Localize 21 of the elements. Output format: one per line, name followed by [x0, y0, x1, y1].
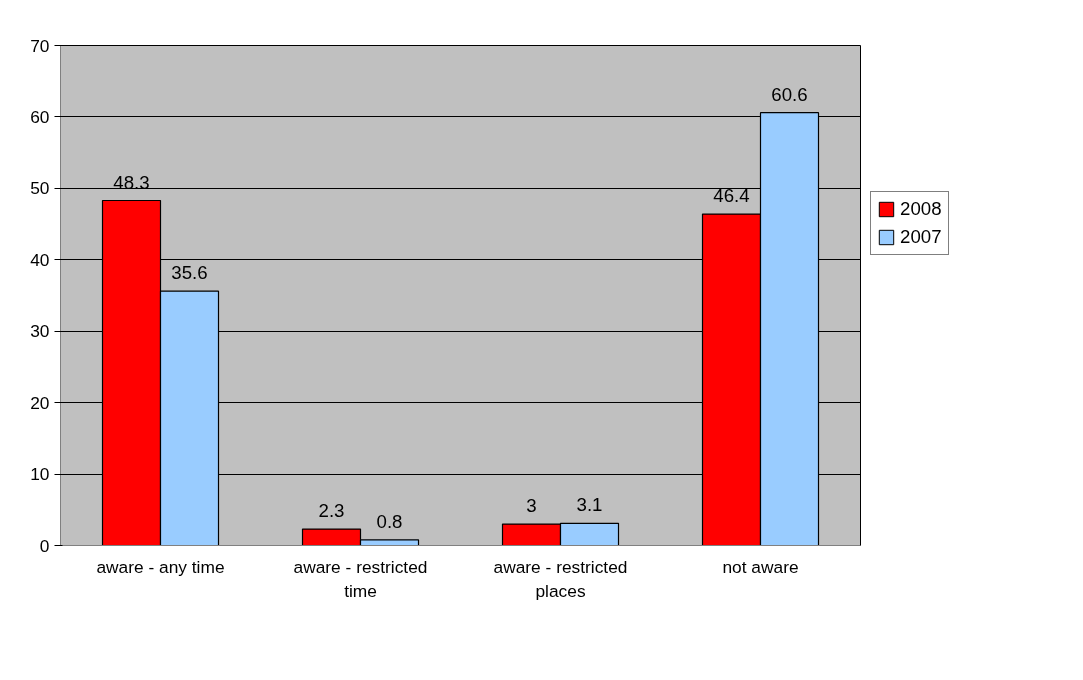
y-tick-label: 60: [30, 106, 50, 127]
x-tick-label: aware - restricted places: [493, 556, 628, 601]
y-tick-label: 10: [30, 464, 50, 485]
y-tick-label: 0: [39, 535, 50, 556]
x-tick-label: aware - any time: [96, 556, 225, 577]
data-label: 2.3: [318, 500, 345, 522]
data-label: 0.8: [376, 510, 403, 532]
y-tick-label: 20: [30, 392, 50, 413]
data-label: 60.6: [771, 83, 808, 105]
y-tick-label: 70: [30, 35, 50, 56]
legend-label: 2008: [900, 198, 942, 220]
data-label: 46.4: [713, 185, 750, 207]
y-tick-label: 50: [30, 178, 50, 199]
data-label: 3.1: [576, 494, 603, 516]
y-tick-label: 30: [30, 321, 50, 342]
x-tick-label: aware - restricted time: [293, 556, 428, 601]
data-label: 35.6: [171, 262, 208, 284]
x-tick-label: not aware: [722, 556, 799, 577]
legend-label: 2007: [900, 226, 942, 248]
y-tick-label: 40: [30, 249, 50, 270]
data-label: 3: [526, 495, 537, 517]
